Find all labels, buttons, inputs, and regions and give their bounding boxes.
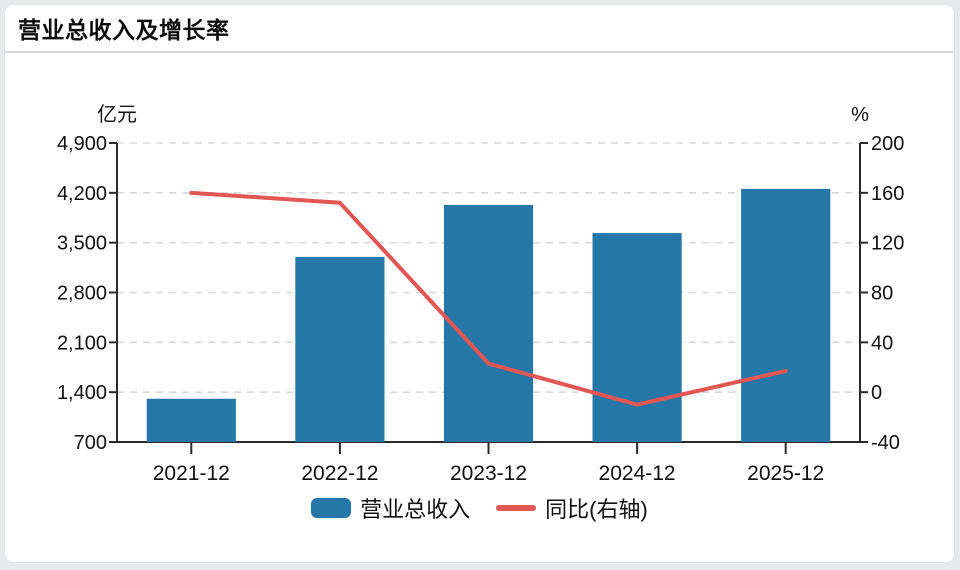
right-axis-tick-label: 80 — [871, 283, 893, 305]
chart-container: 4,900 200 4,200 160 3,500 120 2,800 80 2,100 40 1,… — [5, 53, 954, 561]
left-axis-unit-label: 亿元 — [97, 103, 137, 126]
x-axis-label: 2021-12 — [153, 462, 230, 485]
legend-swatch-revenue-icon — [311, 498, 352, 518]
left-axis-tick-label: 1,400 — [57, 382, 107, 404]
legend-item-revenue[interactable]: 营业总收入 — [311, 492, 470, 524]
legend-swatch-yoy-icon — [496, 505, 537, 511]
x-axis-label: 2023-12 — [450, 462, 527, 485]
x-axis-label: 2022-12 — [301, 462, 378, 485]
legend-label-revenue: 营业总收入 — [360, 497, 471, 522]
x-axis-label: 2025-12 — [747, 462, 824, 485]
card-header: 营业总收入及增长率 — [5, 5, 954, 53]
chart-card: 营业总收入及增长率 4,900 200 4,200 160 3,500 120 2,800 8… — [4, 4, 955, 563]
right-axis-tick-label: -40 — [871, 432, 900, 454]
page-title: 营业总收入及增长率 — [18, 17, 230, 43]
left-axis-tick-label: 700 — [74, 432, 107, 454]
right-axis-tick-label: 200 — [871, 133, 904, 155]
left-axis-tick-label: 3,500 — [57, 233, 107, 255]
left-axis-tick-label: 2,800 — [57, 283, 107, 305]
bar-2024-12[interactable] — [592, 233, 682, 442]
legend-label-yoy: 同比(右轴) — [545, 497, 648, 522]
bar-2022-12[interactable] — [295, 256, 385, 442]
right-axis-unit-label: % — [851, 104, 869, 126]
right-axis-tick-label: 160 — [871, 183, 904, 205]
chart-legend: 营业总收入 同比(右轴) — [5, 494, 954, 522]
bar-2021-12[interactable] — [146, 398, 236, 442]
right-axis-tick-label: 40 — [871, 332, 893, 354]
x-axis-label: 2024-12 — [599, 462, 676, 485]
right-axis-tick-label: 0 — [871, 382, 882, 404]
left-axis-tick-label: 2,100 — [57, 332, 107, 354]
left-axis-tick-label: 4,200 — [57, 183, 107, 205]
left-axis-tick-label: 4,900 — [57, 133, 107, 155]
legend-item-yoy[interactable]: 同比(右轴) — [496, 492, 648, 524]
yoy-growth-line[interactable] — [189, 190, 788, 407]
bar-2025-12[interactable] — [741, 188, 831, 442]
revenue-growth-chart: 4,900 200 4,200 160 3,500 120 2,800 80 2,100 40 1,… — [57, 103, 904, 485]
bar-2023-12[interactable] — [443, 204, 534, 442]
right-axis-tick-label: 120 — [871, 233, 904, 255]
